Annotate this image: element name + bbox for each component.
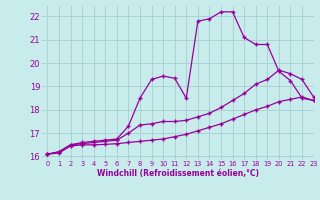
X-axis label: Windchill (Refroidissement éolien,°C): Windchill (Refroidissement éolien,°C) bbox=[97, 169, 259, 178]
